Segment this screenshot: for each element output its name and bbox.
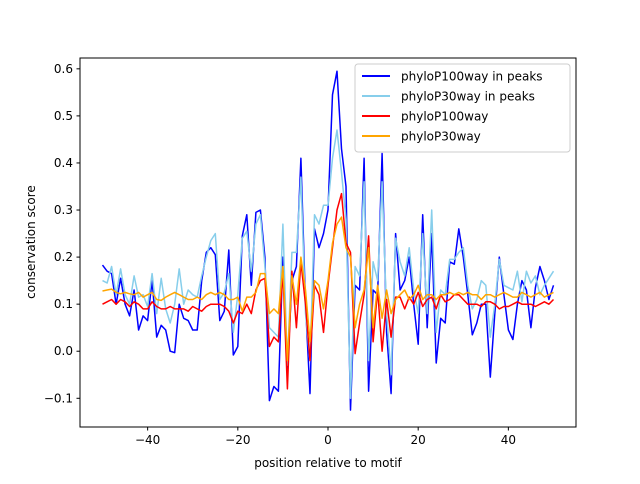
x-tick-label: −20 [225,433,250,447]
legend-label-2: phyloP100way [401,110,488,124]
series-line-1 [102,129,555,400]
legend-box [354,63,571,153]
x-tick-label: 20 [411,433,426,447]
y-tick-label: 0.0 [54,344,73,358]
legend-label-1: phyloP30way in peaks [401,90,535,104]
y-tick-label: 0.2 [54,250,73,264]
y-tick-label: 0.4 [54,156,73,170]
y-tick-label: 0.1 [54,297,73,311]
y-axis-label: conservation score [24,185,38,299]
x-tick-label: 40 [501,433,516,447]
legend: phyloP100way in peaks phyloP30way in peak… [354,63,571,153]
y-tick-label: 0.6 [54,62,73,76]
x-tick-label: 0 [324,433,332,447]
series-line-3 [102,216,554,362]
x-axis-label: position relative to motif [254,456,402,470]
legend-label-3: phyloP30way [401,130,481,144]
series-line-0 [101,70,555,411]
y-tick-label: −0.1 [44,391,73,405]
legend-label-0: phyloP100way in peaks [401,70,543,84]
y-axis: −0.1 0.0 0.1 0.2 0.3 0.4 0.5 0.6 [44,62,80,405]
y-tick-label: 0.3 [54,203,73,217]
series-lines [101,70,555,411]
x-axis: −40 −20 0 20 40 [135,427,516,447]
x-tick-label: −40 [135,433,160,447]
y-tick-label: 0.5 [54,109,73,123]
